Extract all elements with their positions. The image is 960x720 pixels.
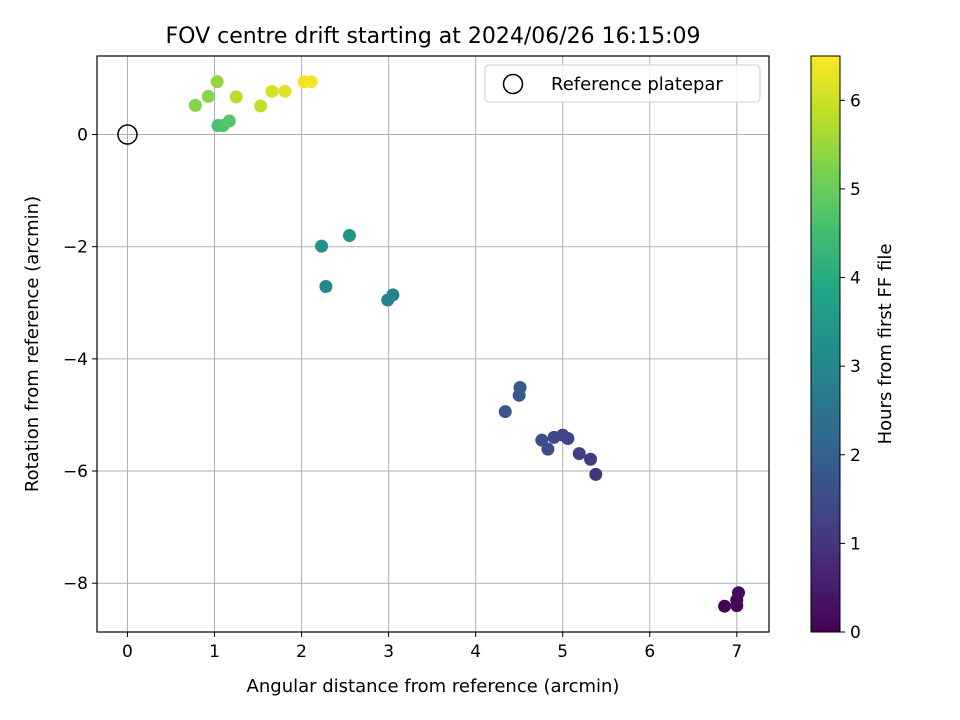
data-point [342, 228, 356, 242]
data-point [201, 89, 215, 103]
colorbar-tick-label: 6 [850, 91, 861, 111]
colorbar-tick-label: 1 [850, 534, 861, 554]
colorbar-tick-label: 3 [850, 357, 861, 377]
reference-point-marker [117, 124, 138, 145]
y-tick-label: −6 [63, 462, 88, 482]
x-tick-label: 2 [296, 642, 307, 662]
data-point [229, 90, 243, 104]
y-tick-label: −2 [63, 238, 88, 258]
chart-title: FOV centre drift starting at 2024/06/26 … [166, 24, 701, 49]
x-tick-label: 1 [209, 642, 220, 662]
data-point [304, 75, 318, 89]
x-tick-label: 6 [644, 642, 655, 662]
x-tick-label: 0 [122, 642, 133, 662]
data-point [315, 239, 329, 253]
data-point [718, 599, 732, 613]
y-axis-label: Rotation from reference (arcmin) [22, 196, 43, 492]
x-axis-ticks: 0 1 2 3 4 5 6 7 [122, 632, 742, 662]
data-point [222, 114, 236, 128]
x-tick-label: 5 [557, 642, 568, 662]
legend-label-reference: Reference platepar [551, 74, 723, 95]
x-tick-label: 4 [470, 642, 481, 662]
data-point [188, 98, 202, 112]
data-point [589, 467, 603, 481]
data-point [547, 430, 561, 444]
data-point [572, 447, 586, 461]
legend-box [484, 64, 761, 103]
x-axis-label: Angular distance from reference (arcmin) [247, 676, 620, 697]
data-point [381, 293, 395, 307]
colorbar-ticks: 0 1 2 3 4 5 6 [840, 91, 861, 643]
colorbar-tick-label: 4 [850, 269, 861, 289]
colorbar-tick-label: 5 [850, 180, 861, 200]
colorbar: 0 1 2 3 4 5 6 Hours from first FF file [810, 55, 896, 643]
x-tick-label: 3 [383, 642, 394, 662]
y-tick-label: 0 [77, 126, 88, 146]
data-points [117, 75, 746, 613]
data-point [319, 280, 333, 294]
y-tick-label: −8 [63, 574, 88, 594]
data-point [254, 99, 268, 113]
data-point [513, 380, 527, 394]
data-point [535, 433, 549, 447]
y-tick-label: −4 [63, 350, 88, 370]
data-point [278, 84, 292, 98]
legend: Reference platepar [484, 64, 761, 103]
plot-frame [96, 55, 770, 633]
x-tick-label: 7 [731, 642, 742, 662]
grid [97, 56, 769, 632]
colorbar-label: Hours from first FF file [875, 244, 896, 445]
data-point [498, 405, 512, 419]
y-axis-ticks: 0 −2 −4 −6 −8 [63, 126, 97, 594]
colorbar-gradient [810, 55, 841, 633]
data-point [265, 84, 279, 98]
colorbar-tick-label: 0 [850, 623, 861, 643]
data-point [584, 452, 598, 466]
colorbar-tick-label: 2 [850, 446, 861, 466]
data-point [210, 75, 224, 89]
legend-marker-reference [502, 73, 524, 95]
data-point [732, 586, 746, 600]
